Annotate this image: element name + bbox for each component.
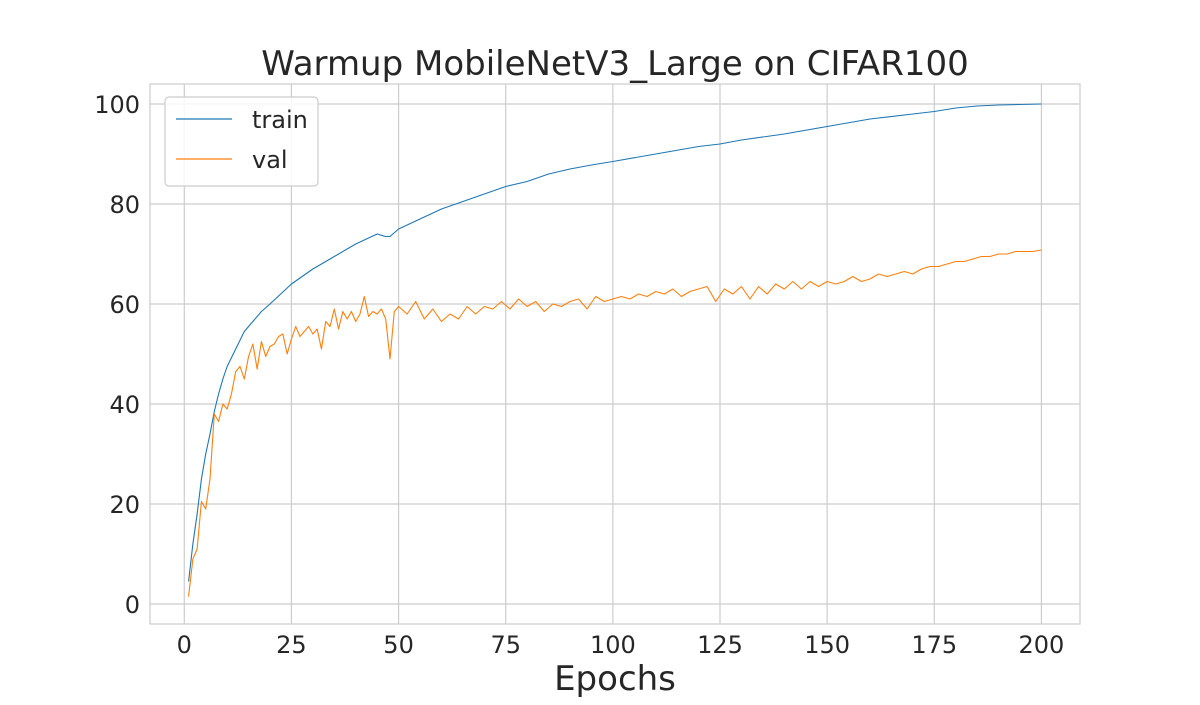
y-tick-label: 0 <box>125 591 140 619</box>
legend: train val <box>164 96 319 187</box>
x-tick-label: 50 <box>383 631 414 659</box>
x-tick-label: 200 <box>1019 631 1065 659</box>
legend-label-val: val <box>252 146 288 174</box>
x-axis-label: Epochs <box>554 659 676 699</box>
y-tick-label: 60 <box>109 291 140 319</box>
y-tick-label: 80 <box>109 191 140 219</box>
x-tick-label: 125 <box>697 631 743 659</box>
x-tick-label: 75 <box>490 631 521 659</box>
series-line-train <box>188 103 1042 582</box>
x-tick-label: 100 <box>590 631 636 659</box>
legend-label-train: train <box>252 106 308 134</box>
x-tick-label: 150 <box>804 631 850 659</box>
x-tick-labels: 0 25 50 75 100 125 150 175 200 <box>177 631 1065 659</box>
chart-title: Warmup MobileNetV3_Large on CIFAR100 <box>261 44 968 84</box>
y-tick-label: 20 <box>109 491 140 519</box>
y-tick-label: 40 <box>109 391 140 419</box>
vertical-gridlines <box>183 84 1043 624</box>
x-tick-label: 175 <box>911 631 957 659</box>
series-line-val <box>188 249 1042 597</box>
x-tick-label: 0 <box>177 631 192 659</box>
y-tick-labels: 0 20 40 60 80 100 <box>94 91 140 619</box>
y-tick-label: 100 <box>94 91 140 119</box>
series-layer <box>188 103 1042 597</box>
plot-frame <box>149 83 1081 625</box>
x-tick-label: 25 <box>276 631 307 659</box>
